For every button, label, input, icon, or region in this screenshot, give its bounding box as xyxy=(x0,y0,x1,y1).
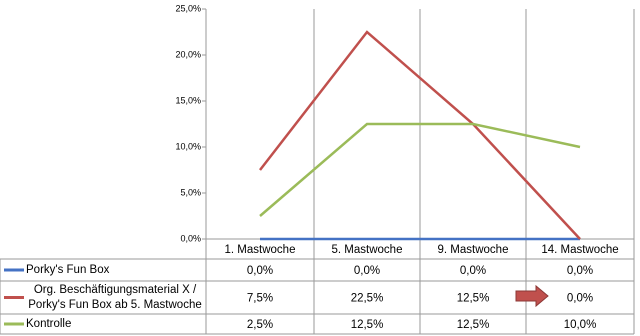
data-label: 0,0% xyxy=(247,265,273,277)
legend-label: Org. Beschäftigungsmaterial X / Porky's … xyxy=(28,283,202,311)
data-label: 0,0% xyxy=(354,265,380,277)
legend-label: Porky's Fun Box xyxy=(26,263,110,276)
legend-label-box: Porky's Fun Box xyxy=(26,263,110,276)
data-label: 7,5% xyxy=(247,293,273,305)
data-label: 0,0% xyxy=(567,293,593,305)
x-tick-label: 9. Mastwoche xyxy=(438,244,509,256)
y-tick-label: 10,0% xyxy=(175,141,201,151)
y-tick-label: 15,0% xyxy=(175,95,201,105)
series-line xyxy=(259,30,581,240)
data-label: 22,5% xyxy=(351,293,384,305)
legend-label-box: Kontrolle xyxy=(26,317,72,330)
data-label: 10,0% xyxy=(564,319,597,331)
y-tick-label: 20,0% xyxy=(175,49,201,59)
series-line xyxy=(259,122,581,217)
data-label: 12,5% xyxy=(457,319,490,331)
x-tick-label: 1. Mastwoche xyxy=(225,244,296,256)
data-label: 0,0% xyxy=(460,265,486,277)
x-tick-label: 14. Mastwoche xyxy=(541,244,618,256)
y-tick-label: 5,0% xyxy=(180,187,201,197)
data-label: 2,5% xyxy=(247,319,273,331)
data-label: 12,5% xyxy=(351,319,384,331)
y-tick-label: 0,0% xyxy=(180,233,201,243)
legend-label-box: Org. Beschäftigungsmaterial X / Porky's … xyxy=(28,283,202,311)
data-label: 0,0% xyxy=(567,265,593,277)
y-tick-label: 25,0% xyxy=(175,3,201,13)
data-label: 12,5% xyxy=(457,293,490,305)
legend-label: Kontrolle xyxy=(26,317,72,330)
x-tick-label: 5. Mastwoche xyxy=(332,244,403,256)
arrow-icon xyxy=(515,284,549,308)
